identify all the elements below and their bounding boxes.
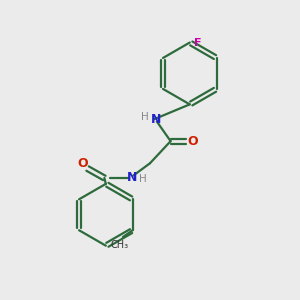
Text: F: F — [194, 38, 202, 47]
Text: N: N — [151, 112, 161, 126]
Text: H: H — [141, 112, 149, 122]
Text: H: H — [140, 174, 147, 184]
Text: O: O — [77, 157, 88, 170]
Text: CH₃: CH₃ — [111, 240, 129, 250]
Text: N: N — [127, 172, 137, 184]
Text: O: O — [188, 135, 198, 148]
